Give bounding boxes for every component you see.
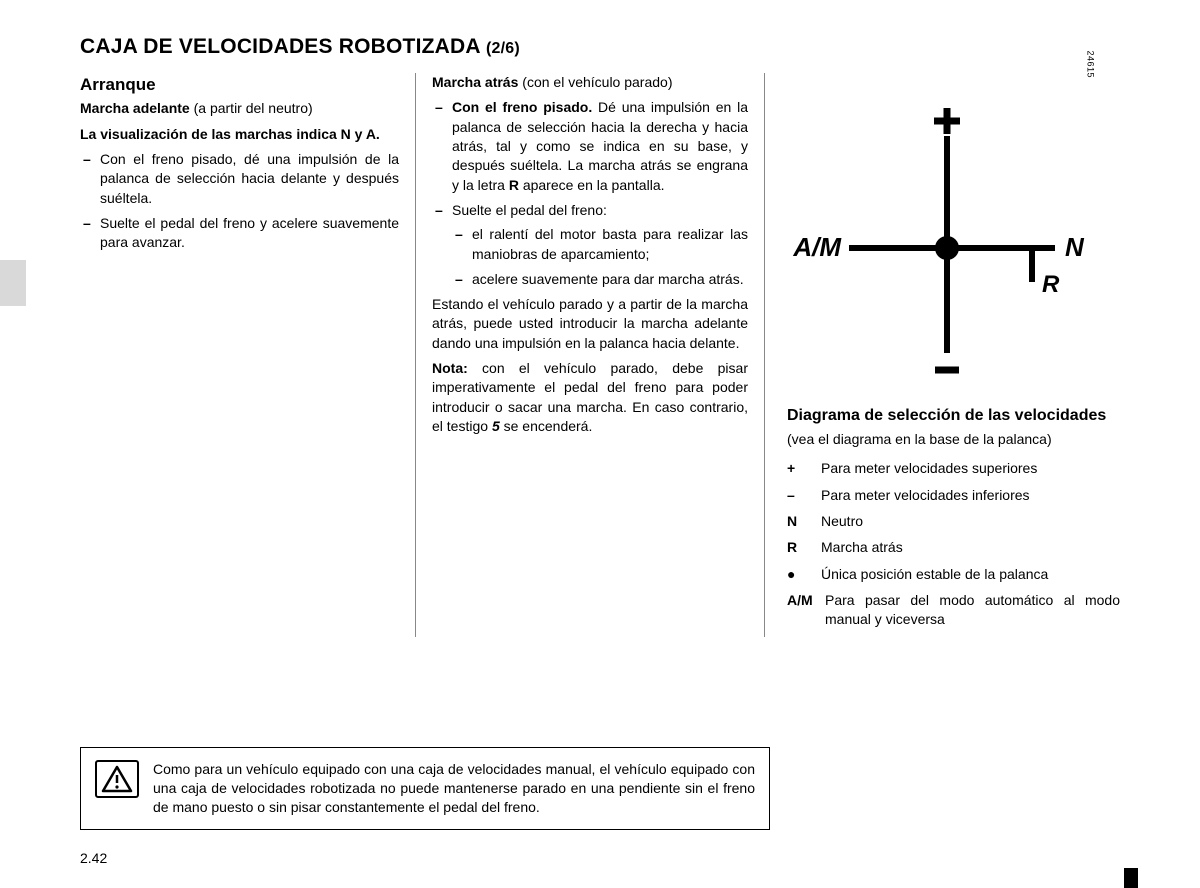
column-1: Arranque Marcha adelante (a partir del n… — [80, 73, 415, 637]
column-3: 24615 A/M N — [765, 73, 1120, 637]
legend-minus: –Para meter velocidades inferiores — [787, 486, 1120, 505]
legend-n: NNeutro — [787, 512, 1120, 531]
col2-list: Con el freno pisado. Dé una impulsión en… — [432, 98, 748, 289]
label-am: A/M — [792, 232, 842, 262]
col2-note-label: Nota: — [432, 360, 482, 376]
col2-note-b: se encenderá. — [500, 418, 593, 434]
col1-line1-rest: (a partir del neutro) — [194, 100, 313, 116]
footer-mark — [1124, 868, 1138, 888]
legend-plus: +Para meter velocidades superiores — [787, 459, 1120, 478]
page-title-part: (2/6) — [486, 40, 520, 57]
label-r: R — [1042, 271, 1060, 298]
col1-b2: Suelte el pedal del freno y acelere suav… — [80, 214, 399, 253]
ref-number: 24615 — [1085, 50, 1097, 78]
page-number: 2.42 — [80, 850, 107, 866]
legend-list: +Para meter velocidades superiores –Para… — [787, 459, 1120, 629]
column-2: Marcha atrás (con el vehículo parado) Co… — [415, 73, 765, 637]
col2-b1-R: R — [509, 177, 519, 193]
col1-b1: Con el freno pisado, dé una impulsión de… — [80, 150, 399, 208]
warning-text: Como para un vehículo equipado con una c… — [153, 760, 755, 817]
col1-line1: Marcha adelante (a partir del neutro) — [80, 99, 399, 118]
gear-diagram: 24615 A/M N — [787, 78, 1097, 388]
legend-dot: ●Única posición estable de la palanca — [787, 565, 1120, 584]
col2-b1: Con el freno pisado. Dé una impulsión en… — [432, 98, 748, 195]
col2-b2-s2: acelere suavemente para dar marcha atrás… — [452, 270, 748, 289]
page-title: CAJA DE VELOCIDADES ROBOTIZADA (2/6) — [80, 35, 1140, 59]
page: CAJA DE VELOCIDADES ROBOTIZADA (2/6) Arr… — [0, 0, 1200, 888]
page-title-main: CAJA DE VELOCIDADES ROBOTIZADA — [80, 35, 486, 58]
col2-sublist: el ralentí del motor basta para realizar… — [452, 225, 748, 289]
col1-line2: La visualización de las marchas indica N… — [80, 125, 399, 144]
diagram-title: Diagrama de selección de las velocidades — [787, 406, 1120, 426]
gear-diagram-svg: A/M N R — [787, 78, 1097, 388]
legend-r: RMarcha atrás — [787, 538, 1120, 557]
col1-heading: Arranque — [80, 73, 399, 96]
label-n: N — [1065, 232, 1085, 262]
col2-note: Nota: con el vehículo parado, debe pisar… — [432, 359, 748, 436]
col1-list: Con el freno pisado, dé una impulsión de… — [80, 150, 399, 253]
col2-b2-s1: el ralentí del motor basta para realizar… — [452, 225, 748, 264]
col2-note-5: 5 — [492, 418, 500, 434]
col2-b1-rest-b: aparece en la pantalla. — [519, 177, 665, 193]
col2-b2-text: Suelte el pedal del freno: — [452, 202, 607, 218]
warning-icon — [95, 760, 139, 798]
warning-box: Como para un vehículo equipado con una c… — [80, 747, 770, 830]
col2-line1: Marcha atrás (con el vehículo parado) — [432, 73, 748, 92]
col1-line1-bold: Marcha adelante — [80, 100, 194, 116]
col2-b1-bold: Con el freno pisado. — [452, 99, 598, 115]
col2-para1: Estando el vehículo parado y a partir de… — [432, 295, 748, 353]
columns: Arranque Marcha adelante (a partir del n… — [80, 73, 1140, 637]
col2-b2: Suelte el pedal del freno: el ralentí de… — [432, 201, 748, 289]
col2-line1-rest: (con el vehículo parado) — [522, 74, 672, 90]
legend-am: A/MPara pasar del modo automático al mod… — [787, 591, 1120, 630]
diagram-sub: (vea el diagrama en la base de la palanc… — [787, 430, 1120, 449]
col2-line1-bold: Marcha atrás — [432, 74, 522, 90]
